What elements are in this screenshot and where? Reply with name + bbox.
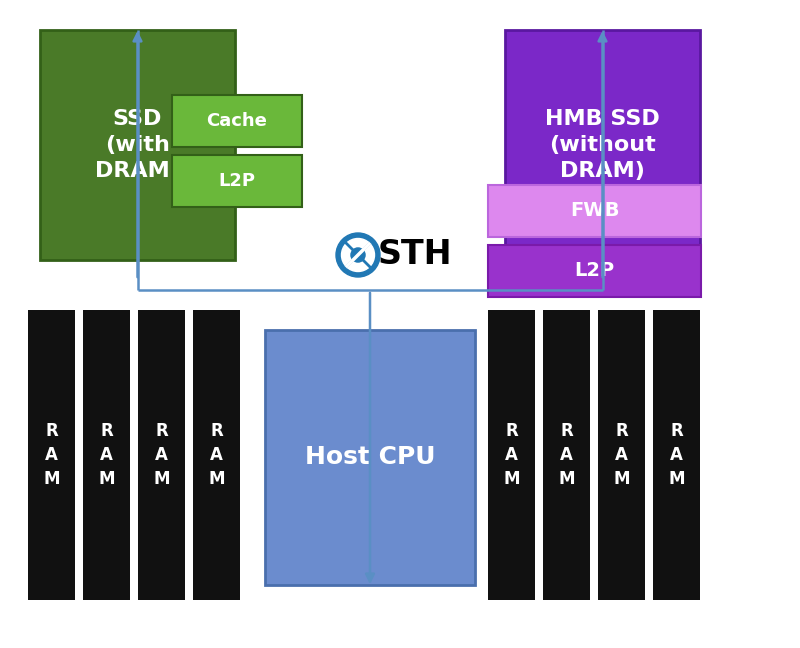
- FancyBboxPatch shape: [83, 310, 130, 600]
- FancyBboxPatch shape: [40, 30, 235, 260]
- Text: R
A
M: R A M: [614, 422, 630, 487]
- Text: R
A
M: R A M: [503, 422, 520, 487]
- FancyBboxPatch shape: [488, 245, 701, 297]
- Text: R
A
M: R A M: [558, 422, 574, 487]
- Text: R
A
M: R A M: [154, 422, 170, 487]
- Text: FWB: FWB: [570, 202, 619, 220]
- FancyBboxPatch shape: [28, 310, 75, 600]
- Text: SSD
(with
DRAM): SSD (with DRAM): [95, 109, 180, 181]
- Circle shape: [351, 248, 365, 262]
- Text: Host CPU: Host CPU: [305, 446, 435, 470]
- FancyBboxPatch shape: [488, 310, 535, 600]
- Text: R
A
M: R A M: [98, 422, 114, 487]
- FancyBboxPatch shape: [172, 95, 302, 147]
- Text: Cache: Cache: [206, 112, 267, 130]
- Text: R
A
M: R A M: [668, 422, 685, 487]
- FancyBboxPatch shape: [488, 185, 701, 237]
- FancyBboxPatch shape: [172, 155, 302, 207]
- FancyBboxPatch shape: [598, 310, 645, 600]
- FancyBboxPatch shape: [505, 30, 700, 260]
- Text: R
A
M: R A M: [208, 422, 225, 487]
- Text: L2P: L2P: [574, 262, 614, 281]
- Circle shape: [336, 233, 380, 277]
- Text: L2P: L2P: [218, 172, 255, 190]
- FancyBboxPatch shape: [265, 330, 475, 585]
- Text: STH: STH: [378, 238, 453, 272]
- FancyBboxPatch shape: [543, 310, 590, 600]
- Circle shape: [342, 238, 374, 272]
- FancyBboxPatch shape: [193, 310, 240, 600]
- FancyBboxPatch shape: [653, 310, 700, 600]
- Text: R
A
M: R A M: [43, 422, 60, 487]
- FancyBboxPatch shape: [138, 310, 185, 600]
- Text: HMB SSD
(without
DRAM): HMB SSD (without DRAM): [545, 109, 660, 181]
